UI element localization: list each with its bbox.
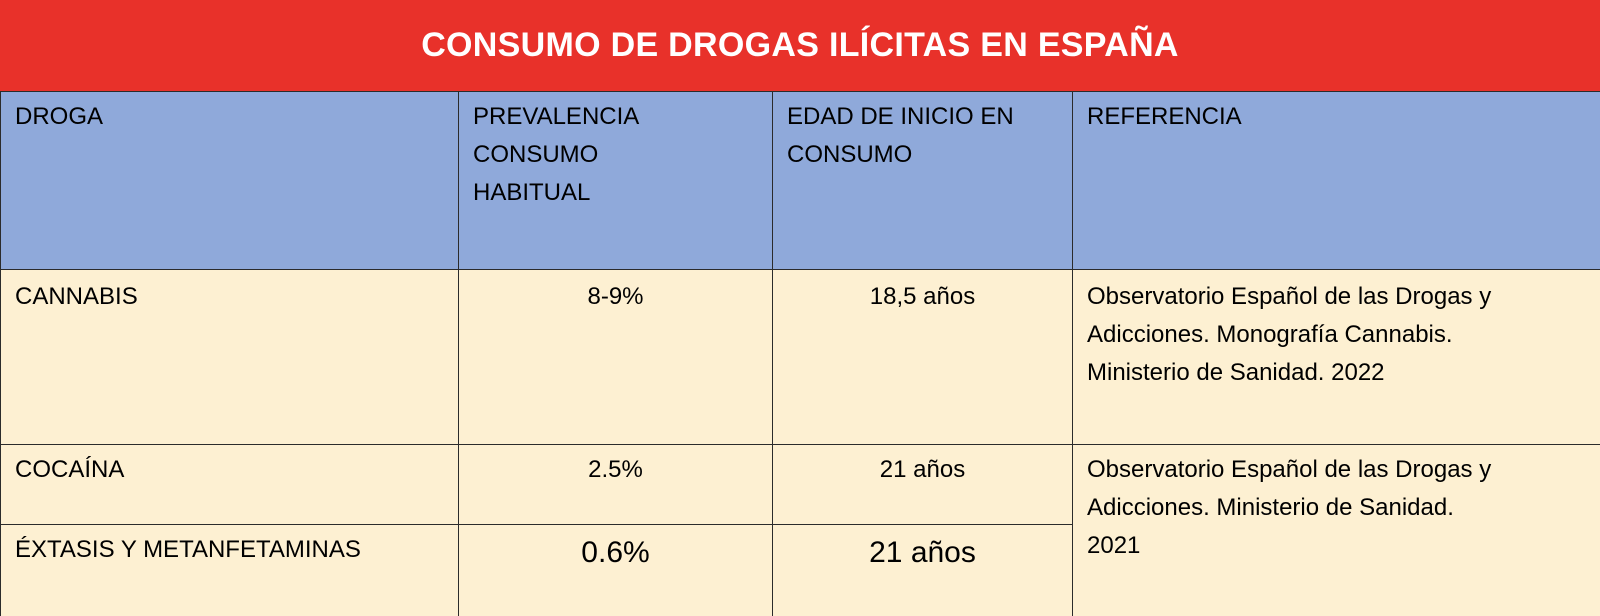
header-droga: DROGA xyxy=(0,91,459,270)
cell-edad: 21 años xyxy=(772,444,1073,525)
table-row: ÉXTASIS Y METANFETAMINAS 0.6% 21 años xyxy=(0,524,1600,616)
header-edad-line2: CONSUMO xyxy=(787,141,913,168)
cell-droga: COCAÍNA xyxy=(0,444,459,525)
ref-line: Adicciones. Ministerio de Sanidad. xyxy=(1087,494,1454,521)
cell-edad: 21 años xyxy=(772,524,1073,616)
drug-table: DROGA PREVALENCIA CONSUMO HABITUAL EDAD … xyxy=(0,91,1600,616)
header-referencia: REFERENCIA xyxy=(1072,91,1600,270)
header-edad: EDAD DE INICIO EN CONSUMO xyxy=(772,91,1073,270)
ref-line: Adicciones. Monografía Cannabis. xyxy=(1087,321,1453,348)
cell-referencia: Observatorio Español de las Drogas y Adi… xyxy=(1072,444,1600,616)
cell-referencia: Observatorio Español de las Drogas y Adi… xyxy=(1072,269,1600,445)
cell-droga: CANNABIS xyxy=(0,269,459,445)
header-prevalencia-line3: HABITUAL xyxy=(473,179,591,206)
ref-line: Ministerio de Sanidad. 2022 xyxy=(1087,359,1385,386)
header-prevalencia: PREVALENCIA CONSUMO HABITUAL xyxy=(458,91,773,270)
ref-line: 2021 xyxy=(1087,532,1141,559)
table-row: COCAÍNA 2.5% 21 años Observatorio Españo… xyxy=(0,444,1600,616)
cell-prevalencia: 0.6% xyxy=(458,524,773,616)
header-referencia-label: REFERENCIA xyxy=(1087,103,1242,130)
table-row: CANNABIS 8-9% 18,5 años Observatorio Esp… xyxy=(0,269,1600,445)
cell-prevalencia: 2.5% xyxy=(458,444,773,525)
header-prevalencia-line1: PREVALENCIA xyxy=(473,103,640,130)
header-prevalencia-line2: CONSUMO xyxy=(473,141,599,168)
ref-line: Observatorio Español de las Drogas y xyxy=(1087,456,1492,483)
cell-droga: ÉXTASIS Y METANFETAMINAS xyxy=(0,524,459,616)
header-edad-line1: EDAD DE INICIO EN xyxy=(787,103,1014,130)
table-header-row: DROGA PREVALENCIA CONSUMO HABITUAL EDAD … xyxy=(0,91,1600,270)
ref-line: Observatorio Español de las Drogas y xyxy=(1087,283,1492,310)
cell-prevalencia: 8-9% xyxy=(458,269,773,445)
header-droga-label: DROGA xyxy=(15,103,104,130)
page-title: CONSUMO DE DROGAS ILÍCITAS EN ESPAÑA xyxy=(421,26,1179,64)
title-bar: CONSUMO DE DROGAS ILÍCITAS EN ESPAÑA xyxy=(0,0,1600,91)
cell-edad: 18,5 años xyxy=(772,269,1073,445)
